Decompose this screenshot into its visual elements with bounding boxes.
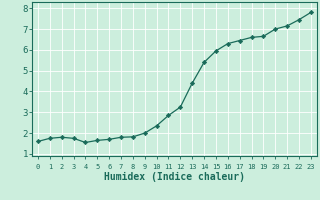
- X-axis label: Humidex (Indice chaleur): Humidex (Indice chaleur): [104, 172, 245, 182]
